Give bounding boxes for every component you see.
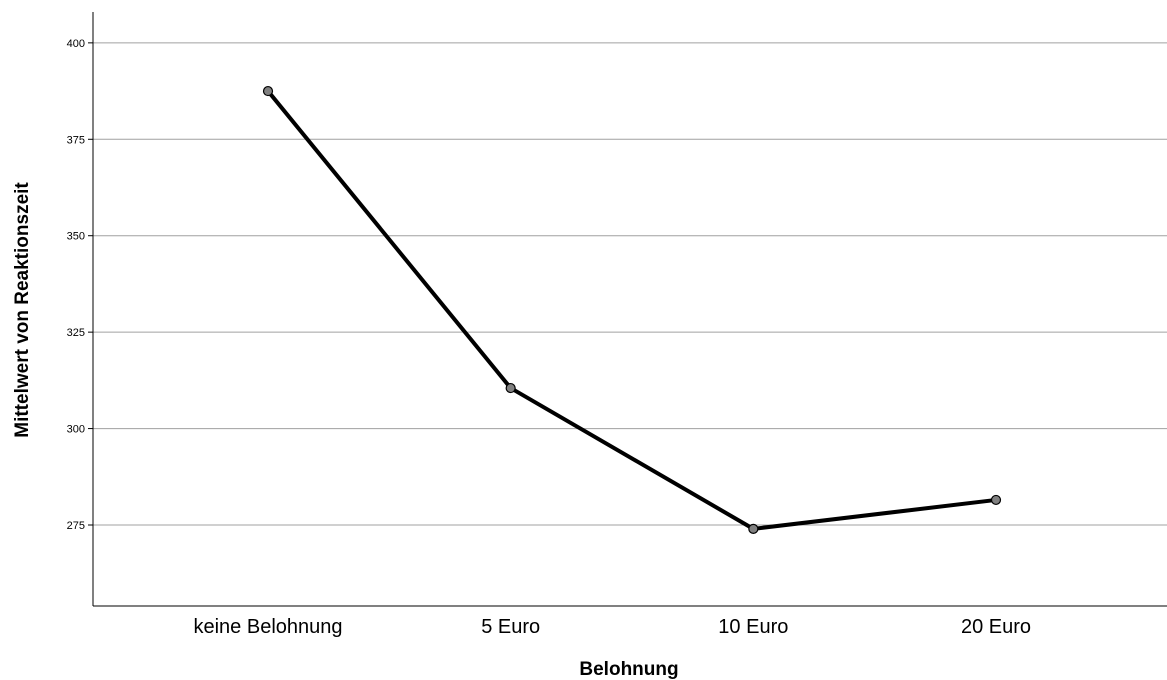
y-tick-label: 375 bbox=[67, 134, 85, 146]
y-tick-label: 325 bbox=[67, 327, 85, 339]
axes bbox=[92, 12, 1167, 607]
y-tick-label: 400 bbox=[67, 38, 85, 50]
gridlines bbox=[93, 42, 1167, 526]
data-point-0 bbox=[262, 85, 274, 97]
y-axis-title: Mittelwert von Reaktionszeit bbox=[12, 182, 33, 438]
x-tick-label: keine Belohnung bbox=[193, 616, 342, 638]
series-line bbox=[266, 89, 998, 531]
data-point-1 bbox=[505, 382, 516, 394]
x-tick-label: 5 Euro bbox=[481, 616, 540, 638]
y-tick-label: 350 bbox=[67, 231, 85, 243]
x-tick-labels: keine Belohnung 5 Euro 10 Euro 20 Euro bbox=[193, 616, 1031, 638]
y-tick-label: 300 bbox=[67, 424, 85, 436]
series-0 bbox=[262, 85, 1002, 534]
y-tick-labels: 275 300 325 350 375 400 bbox=[67, 38, 93, 532]
y-tick-label: 275 bbox=[67, 520, 85, 532]
data-point-2 bbox=[748, 523, 759, 534]
x-axis-title: Belohnung bbox=[579, 659, 678, 680]
x-tick-label: 10 Euro bbox=[718, 616, 788, 638]
data-point-3 bbox=[990, 494, 1002, 506]
x-tick-label: 20 Euro bbox=[961, 616, 1031, 638]
